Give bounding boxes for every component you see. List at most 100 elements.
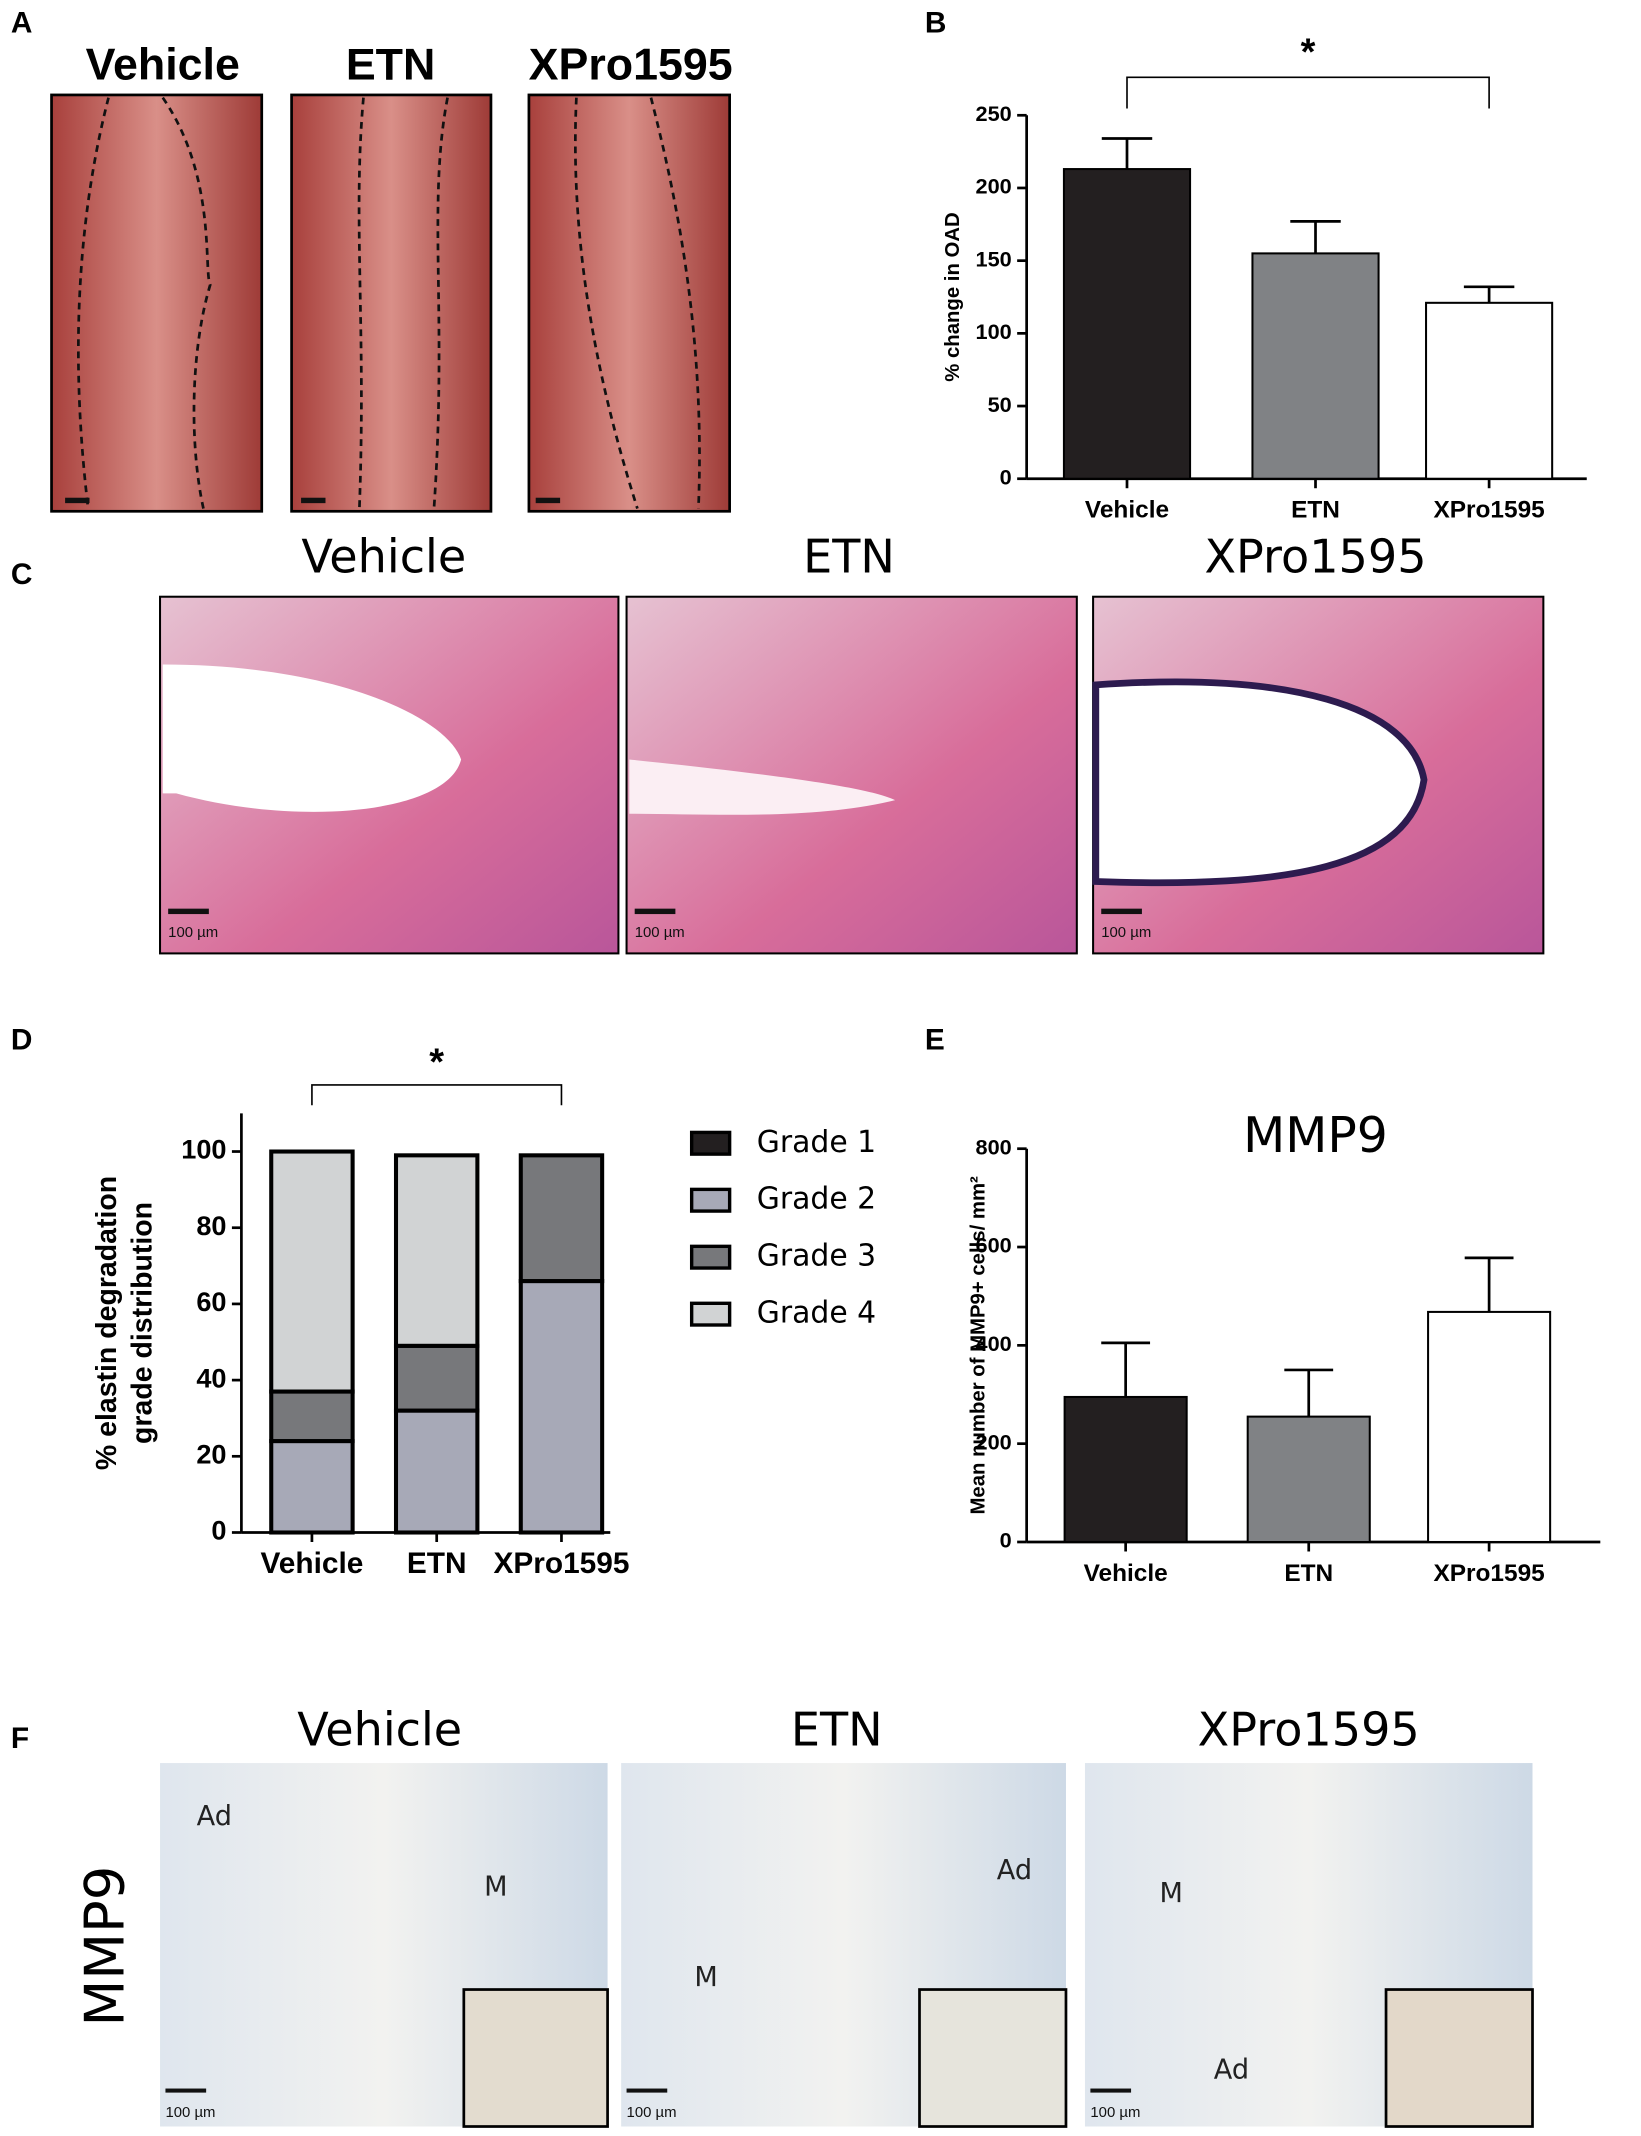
panel-label: D (11, 1023, 33, 1056)
legend-swatch (689, 1130, 732, 1156)
outline-group (77, 96, 701, 509)
scale-label: 100 µm (165, 2105, 215, 2121)
scale-bar (535, 497, 561, 504)
scale-label: 100 µm (1101, 925, 1151, 941)
y-tick-label: 400 (976, 1331, 1012, 1356)
y-tick-label: 100 (976, 319, 1012, 344)
x-tick-label: XPro1595 (1433, 497, 1544, 524)
legend-label: Grade 2 (757, 1182, 876, 1217)
panel-heading: Vehicle (86, 40, 240, 90)
bar-segment (393, 1408, 480, 1535)
region-label: Ad (197, 1801, 232, 1832)
legend-label: Grade 3 (757, 1239, 876, 1274)
x-tick-label: XPro1595 (1433, 1560, 1544, 1587)
y-tick-label: 150 (976, 246, 1012, 271)
panel-label: E (925, 1023, 945, 1056)
photo-group (50, 93, 731, 513)
x-tick-label: ETN (1284, 1560, 1333, 1587)
inset (918, 1988, 1068, 2128)
scale-bar (626, 2088, 668, 2093)
inset (1384, 1988, 1534, 2128)
panel-heading: Vehicle (301, 530, 466, 584)
legend-swatch (689, 1301, 732, 1327)
outline (77, 97, 110, 509)
bar-segment (269, 1149, 355, 1394)
panel-heading: ETN (803, 530, 895, 584)
bar-segment (269, 1389, 355, 1444)
region-label: Ad (1214, 2054, 1249, 2085)
y-axis-label: grade distribution (126, 1202, 158, 1444)
outline (161, 96, 212, 509)
annotation: * (1301, 31, 1316, 73)
x-tick-label: Vehicle (1084, 1560, 1168, 1587)
y-tick-label: 200 (976, 1429, 1012, 1454)
scale-bar (168, 908, 209, 915)
bar (1063, 1395, 1188, 1544)
scale-bar (1101, 908, 1142, 915)
panel-heading: ETN (791, 1703, 883, 1757)
lumen (1092, 678, 1428, 887)
legend-swatch (689, 1244, 732, 1270)
annotation: * (429, 1042, 444, 1084)
bar-segment (269, 1439, 355, 1535)
y-tick-label: 600 (976, 1233, 1012, 1258)
outline (649, 97, 701, 509)
y-tick-label: 100 (181, 1134, 226, 1165)
chart-title: MMP9 (1243, 1107, 1388, 1164)
lumen (162, 664, 462, 812)
region-label: M (484, 1871, 507, 1902)
inset (462, 1988, 609, 2128)
panel-label: F (11, 1722, 29, 1755)
bar-segment (518, 1153, 605, 1284)
panel-heading: XPro1595 (529, 40, 733, 90)
y-tick-label: 80 (196, 1210, 226, 1241)
lumen (629, 759, 896, 815)
region-label: M (1160, 1878, 1183, 1909)
outline (432, 97, 449, 509)
region-label: M (694, 1962, 717, 1993)
y-tick-label: 50 (988, 392, 1012, 417)
row-label: MMP9 (74, 1866, 137, 2027)
scale-bar (634, 908, 676, 915)
photo-group (160, 1763, 1534, 2128)
panel-heading: Vehicle (297, 1703, 462, 1757)
panel-label: C (11, 558, 33, 591)
scale-label: 100 µm (635, 925, 685, 941)
x-tick-label: ETN (1291, 497, 1340, 524)
bar (1062, 168, 1192, 480)
panel-label: A (11, 6, 33, 39)
x-tick-label: Vehicle (261, 1547, 364, 1580)
y-axis-label: % change in OAD (942, 212, 964, 381)
bar-segment (518, 1279, 605, 1535)
bar-segment (393, 1153, 480, 1348)
y-tick-label: 250 (976, 101, 1012, 126)
y-tick-label: 800 (976, 1134, 1012, 1159)
region-label: Ad (997, 1855, 1032, 1886)
scale-bar (165, 2088, 207, 2093)
scale-bar (301, 497, 326, 504)
legend-label: Grade 4 (757, 1296, 876, 1331)
bar-segment (393, 1343, 480, 1413)
y-tick-label: 20 (196, 1438, 226, 1469)
bar (1251, 252, 1380, 480)
y-axis-label: Mean number of MMP9+ cells/ mm² (968, 1176, 990, 1515)
significance-bracket (311, 1084, 563, 1106)
scale-bar (65, 497, 90, 504)
bar (1427, 1310, 1552, 1544)
x-tick-label: XPro1595 (493, 1547, 629, 1580)
y-tick-label: 0 (1000, 464, 1012, 489)
panel-heading: XPro1595 (1204, 530, 1426, 584)
photo (290, 93, 493, 513)
legend-label: Grade 1 (757, 1125, 876, 1160)
y-tick-label: 60 (196, 1286, 226, 1317)
panel-heading: ETN (346, 40, 436, 90)
panel-label: B (925, 6, 947, 39)
x-tick-label: ETN (407, 1547, 467, 1580)
scale-bar (1090, 2088, 1132, 2093)
photo (527, 93, 731, 513)
bar (1425, 301, 1554, 480)
y-tick-label: 200 (976, 174, 1012, 199)
y-tick-label: 40 (196, 1362, 226, 1393)
